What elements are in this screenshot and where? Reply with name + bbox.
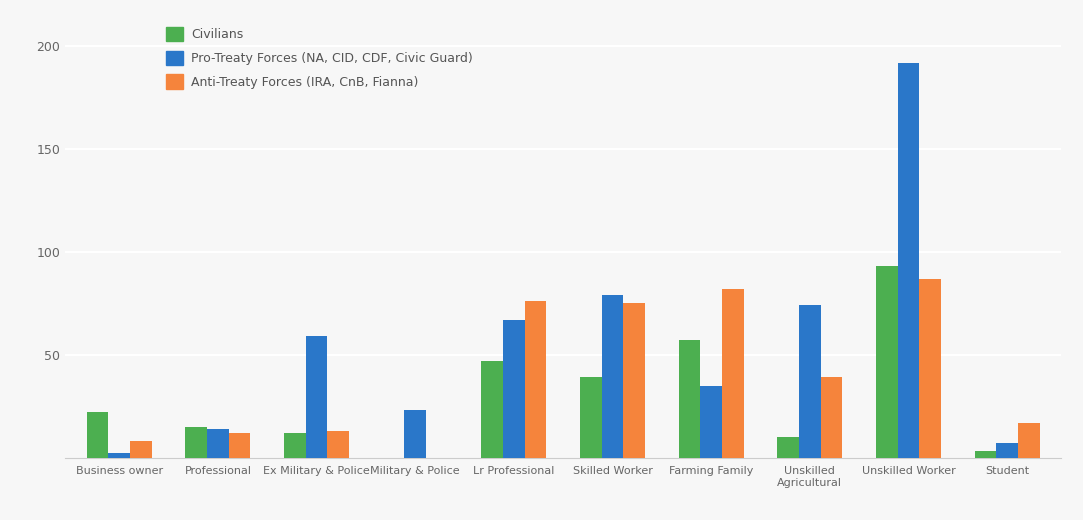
Bar: [778, 437, 799, 458]
Bar: [1018, 423, 1040, 458]
Bar: [799, 305, 821, 458]
Bar: [996, 443, 1018, 458]
Bar: [919, 279, 941, 458]
Bar: [207, 429, 229, 458]
Bar: [229, 433, 250, 458]
Bar: [524, 302, 547, 458]
Bar: [975, 451, 996, 458]
Bar: [701, 386, 722, 458]
Bar: [185, 427, 207, 458]
Bar: [404, 410, 426, 458]
Bar: [130, 441, 152, 458]
Bar: [679, 341, 701, 458]
Bar: [481, 361, 503, 458]
Bar: [108, 453, 130, 458]
Bar: [602, 295, 624, 458]
Bar: [327, 431, 349, 458]
Bar: [876, 266, 898, 458]
Legend: Civilians, Pro-Treaty Forces (NA, CID, CDF, Civic Guard), Anti-Treaty Forces (IR: Civilians, Pro-Treaty Forces (NA, CID, C…: [161, 22, 478, 94]
Bar: [821, 378, 843, 458]
Bar: [87, 412, 108, 458]
Bar: [898, 63, 919, 458]
Bar: [722, 289, 744, 458]
Bar: [579, 378, 602, 458]
Bar: [503, 320, 524, 458]
Bar: [284, 433, 305, 458]
Bar: [305, 336, 327, 458]
Bar: [624, 303, 645, 458]
